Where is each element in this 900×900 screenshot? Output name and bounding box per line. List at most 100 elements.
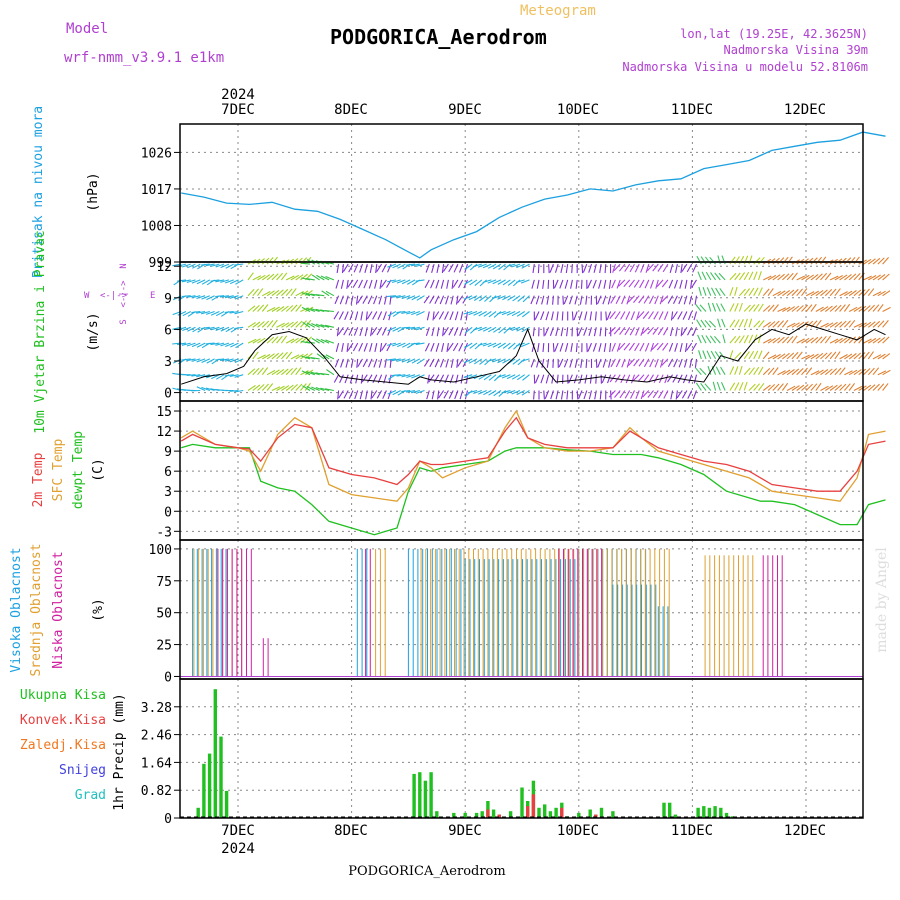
wind-barb [219,358,230,362]
wind-barb [786,352,795,360]
wind-barb [734,366,739,375]
wind-barb [682,374,688,384]
wind-barb [801,367,808,376]
ytick-label: 3 [164,355,172,370]
wind-barb [492,279,502,285]
coords-text: lon,lat (19.25E, 42.3625N) [680,27,868,41]
wind-barb [705,271,712,281]
wind-barb [436,327,440,337]
model-label: Model [66,21,108,37]
wind-barb [215,263,225,268]
wind-barb [659,358,664,368]
wind-barb [753,287,759,296]
ytick-label: 3.28 [141,701,172,716]
wind-barb [757,271,762,281]
wind-barb [815,273,823,281]
wind-barb [734,335,741,344]
wind-barb [391,279,401,284]
wind-barb [372,311,378,320]
wind-barb [315,308,325,313]
wind-barb [285,321,294,328]
wind-barb [834,304,842,312]
wind-barb [863,351,870,360]
wind-barb [624,390,631,399]
wind-barb [649,358,654,368]
wind-barb [450,295,454,305]
precip-total-bar [435,811,439,818]
wind-barb [482,326,492,332]
wind-barb [295,337,304,344]
ytick-label: 12 [156,260,172,275]
wind-barb [682,311,688,320]
wind-barb [544,390,550,400]
wind-speed-line [181,323,886,385]
wind-barb [460,374,464,384]
wind-barb [315,294,325,297]
wind-barb [392,326,401,332]
wind-barb [502,279,511,286]
wind-barb [396,342,406,348]
wind-barb [415,326,425,331]
wind-barb [882,306,891,312]
wind-barb [561,311,564,321]
wind-barb [276,352,284,360]
wind-barb [276,306,285,312]
wind-barb [786,322,796,328]
wind-barb [540,374,545,384]
wind-barb [661,358,669,366]
wind-barb [290,274,299,281]
wind-barb [696,255,702,265]
wind-barb [801,304,809,312]
wind-barb [464,279,473,285]
wind-barb [443,390,449,399]
wind-barb [691,279,697,288]
wind-barb [257,354,266,360]
wind-barb [556,311,559,321]
wind-barb [820,306,829,312]
wind-barb [829,368,838,376]
wind-barb [767,304,775,312]
wind-barb [295,274,304,281]
wind-barb [401,326,411,329]
wind-barb [530,358,535,368]
wind-barb [834,275,843,281]
wind-barb [349,311,354,321]
wind-barb [772,353,781,360]
wind-barb [378,295,383,305]
wind-barb [882,290,891,297]
wind-barb [695,382,702,391]
wind-barb [670,390,674,400]
wind-barb [796,305,804,312]
wind-barb [791,385,800,391]
wind-barb [550,311,554,321]
wind-barb [729,366,735,375]
wind-barb [224,310,234,313]
wind-barb [342,263,349,272]
wind-barb [820,385,829,391]
wind-barb [429,358,435,368]
wind-barb [763,275,772,281]
wind-barb [484,295,492,302]
wind-barb [229,310,239,314]
top-day-label-7: 7DEC [221,102,255,118]
wind-barb [654,295,659,305]
wind-barb [234,310,244,315]
precip-total-bar [696,807,700,818]
wind-barb [791,322,800,328]
wind-barb [280,351,288,360]
wind-barb [206,295,215,301]
wind-barb [613,326,621,335]
wind-barb [844,353,853,360]
wind-barb [215,342,225,346]
wind-barb [455,374,459,384]
pressure-panel: 999 1008 1017 1026 Pritisak na nivou mora (… [31,106,886,278]
wind-barb [748,271,754,281]
ytick-label: 0 [164,812,172,827]
wind-barb [306,307,316,313]
wind-barb [219,295,229,298]
wind-barb [882,369,891,376]
wind-barb [469,279,478,286]
wind-barb [588,390,593,400]
wind-barb [829,384,838,391]
top-day-label-11: 11DEC [671,102,713,118]
